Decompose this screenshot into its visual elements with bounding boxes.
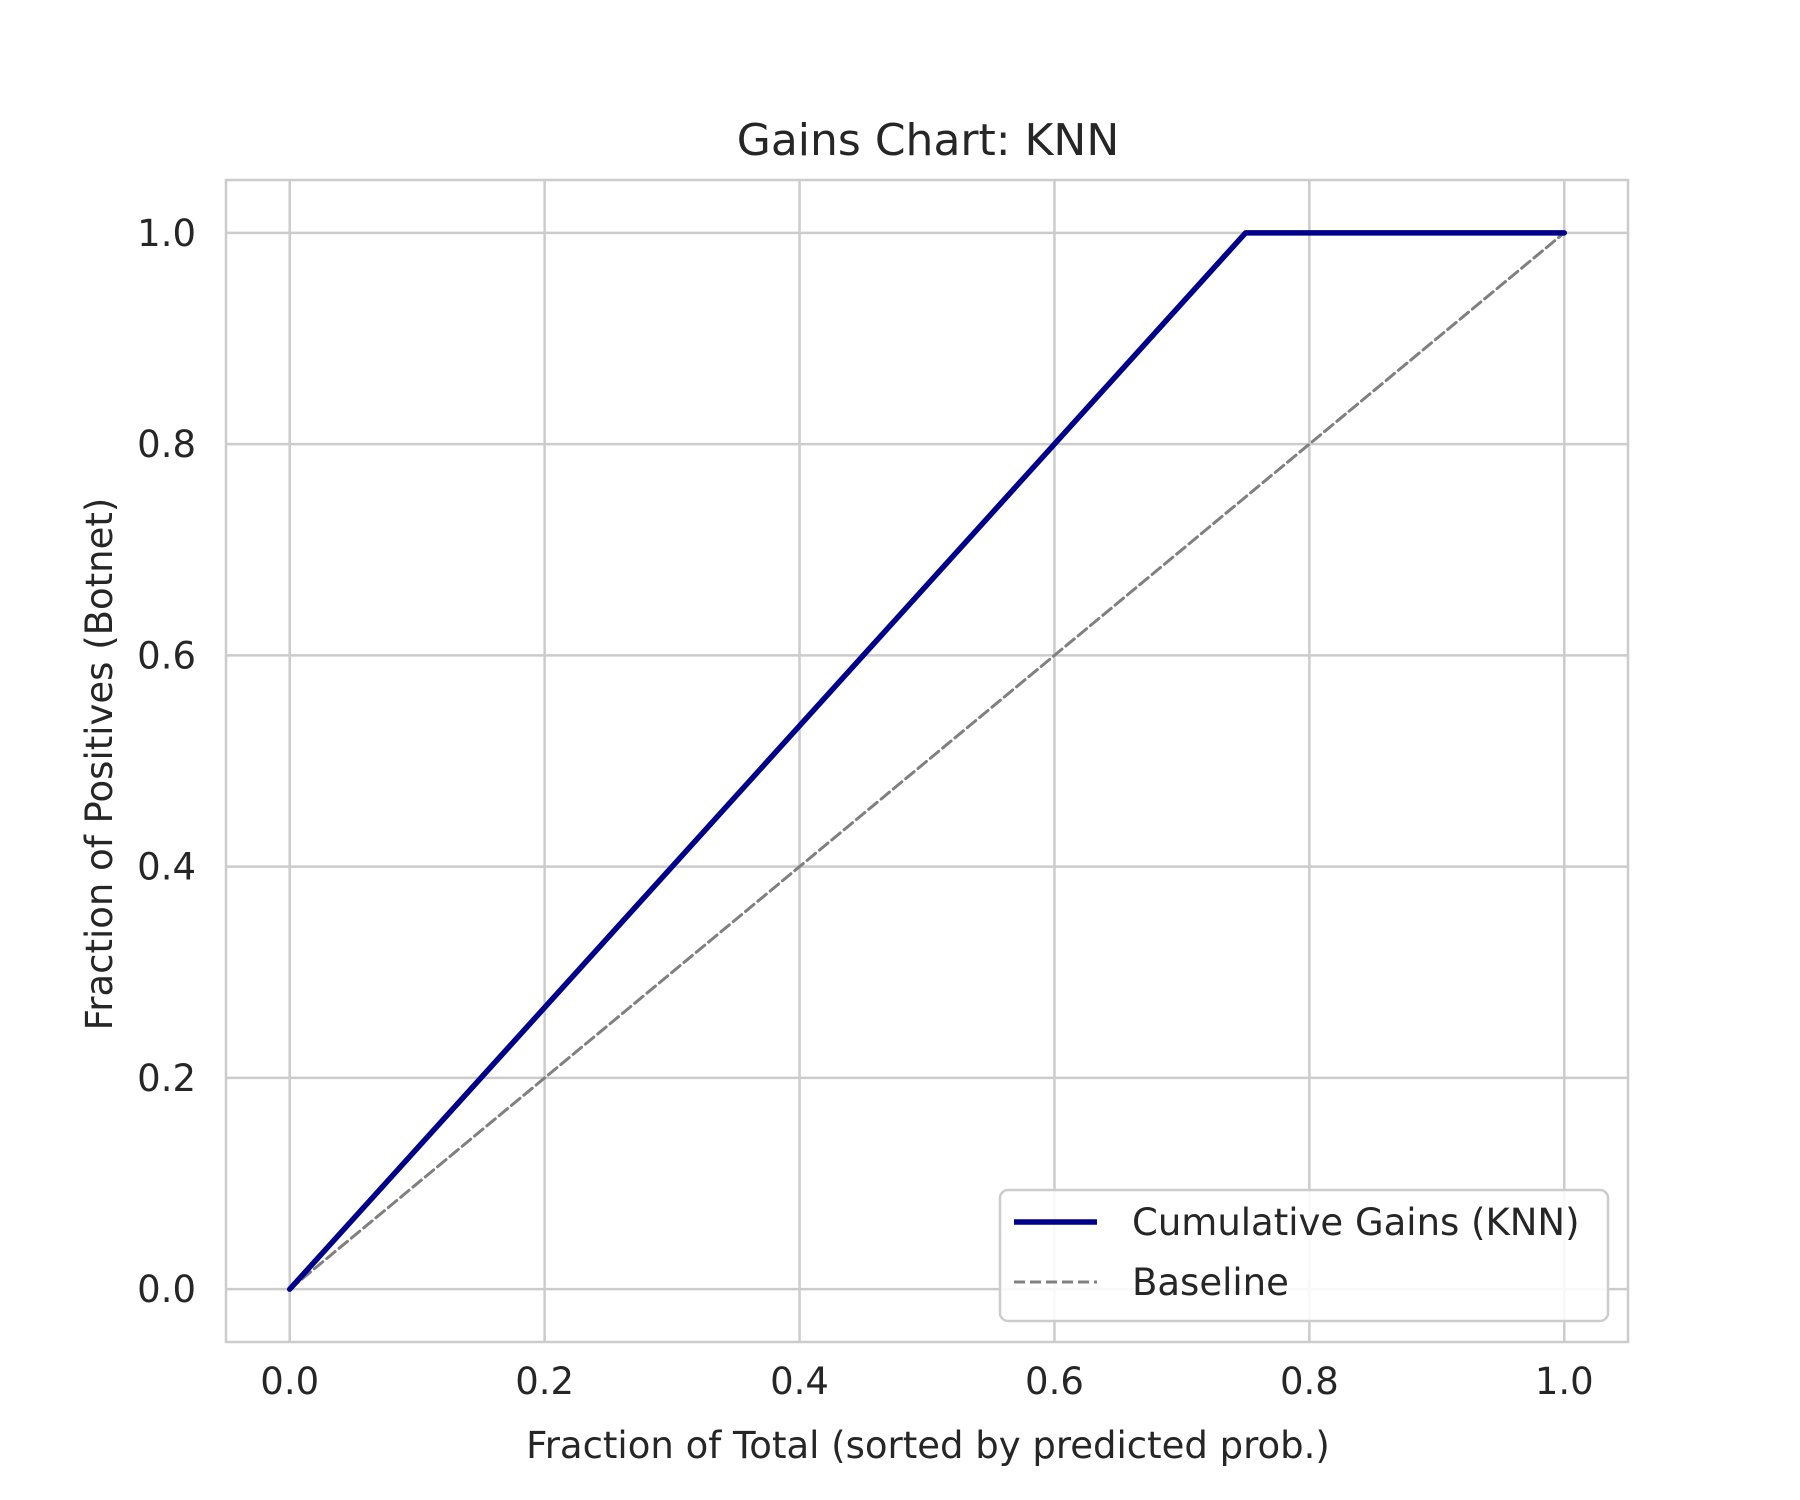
legend-label-cumulative-gains: Cumulative Gains (KNN) (1132, 1201, 1580, 1244)
chart-title: Gains Chart: KNN (737, 115, 1120, 166)
tick-labels: 0.0 0.2 0.4 0.6 0.8 1.0 0.0 0.2 0.4 0.6 0.8 1.0 (137, 212, 1594, 1403)
series-line-cumulative-gains (286, 230, 1568, 1292)
y-tick-label: 0.8 (137, 423, 196, 466)
legend-label-baseline: Baseline (1132, 1261, 1289, 1304)
x-tick-label: 0.2 (515, 1360, 574, 1403)
y-tick-label: 0.2 (137, 1057, 196, 1100)
plot-frame (224, 178, 1630, 1344)
y-tick-label: 0.0 (137, 1268, 196, 1311)
y-tick-label: 1.0 (137, 212, 196, 255)
legend: Cumulative Gains (KNN) Baseline (998, 1188, 1610, 1323)
legend-box (998, 1188, 1610, 1323)
x-tick-label: 0.4 (770, 1360, 829, 1403)
data-series (286, 230, 1568, 1292)
x-tick-label: 0.8 (1280, 1360, 1339, 1403)
grid-lines (226, 180, 1628, 1342)
x-tick-label: 1.0 (1535, 1360, 1594, 1403)
y-tick-label: 0.4 (137, 846, 196, 889)
y-axis-label: Fraction of Positives (Botnet) (78, 498, 121, 1031)
x-tick-label: 0.6 (1025, 1360, 1084, 1403)
x-axis-label: Fraction of Total (sorted by predicted p… (526, 1424, 1330, 1467)
series-line-baseline (288, 231, 1566, 1291)
y-tick-label: 0.6 (137, 634, 196, 677)
x-tick-label: 0.0 (260, 1360, 319, 1403)
